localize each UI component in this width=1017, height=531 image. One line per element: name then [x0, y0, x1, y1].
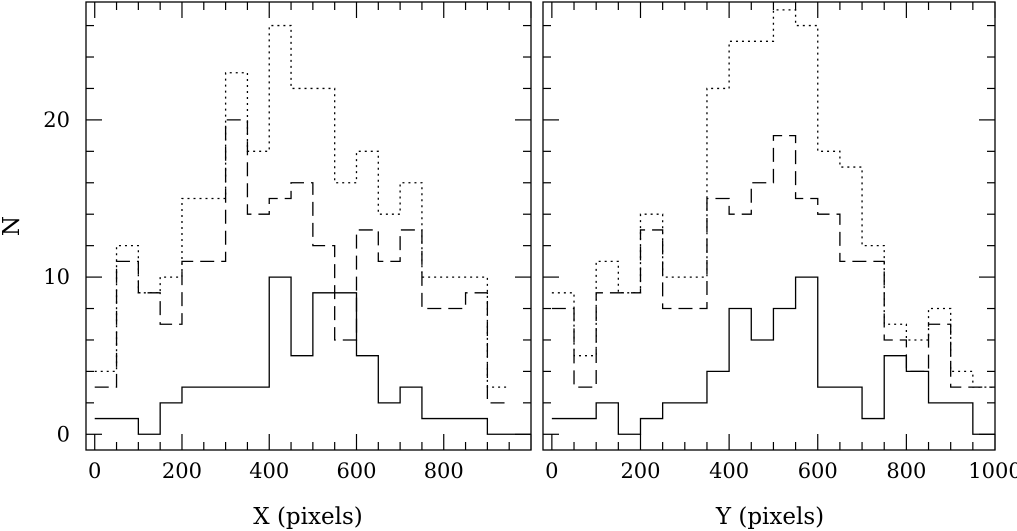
x-tick-label: 400	[249, 459, 289, 483]
histogram-solid-series	[94, 276, 531, 435]
x-tick-label: 200	[162, 459, 202, 483]
y-tick-label: 20	[43, 108, 70, 132]
histogram-dotted-series	[94, 24, 510, 388]
x-tick-label: 800	[424, 459, 464, 483]
series-group-x	[94, 24, 531, 435]
y-tick-labels: 0 10 20	[43, 108, 70, 446]
plot-frame-y	[542, 1, 996, 451]
x-tick-label: 400	[709, 459, 749, 483]
x-axis-title-x: X (pixels)	[253, 504, 362, 530]
x-tick-label: 800	[886, 459, 926, 483]
series-group-y	[551, 9, 995, 435]
histogram-dotted-series	[551, 9, 995, 388]
tick-marks-x	[86, 2, 532, 450]
x-tick-label: 0	[545, 459, 558, 483]
plot-frame-x	[85, 1, 532, 451]
histogram-dashed-series	[94, 119, 510, 404]
y-tick-label: 10	[43, 265, 70, 289]
x-tick-label: 200	[620, 459, 660, 483]
y-panel-x-tick-labels: 0 200 400 600 800 1000	[545, 459, 1017, 483]
histogram-dashed-series	[551, 134, 995, 388]
x-tick-label: 0	[88, 459, 101, 483]
panel-x-histogram: 0 200 400 600 800 0 10 20 X (pixels) N	[0, 1, 532, 530]
tick-marks-y	[543, 2, 996, 450]
panel-y-histogram: 0 200 400 600 800 1000 Y (pixels)	[542, 1, 1017, 530]
x-tick-label: 600	[336, 459, 376, 483]
x-axis-title-y: Y (pixels)	[715, 504, 824, 530]
histogram-solid-series	[551, 276, 995, 435]
y-axis-title: N	[0, 216, 25, 236]
x-tick-label: 600	[798, 459, 838, 483]
x-tick-labels: 0 200 400 600 800	[88, 459, 464, 483]
y-tick-label: 0	[57, 422, 70, 446]
x-tick-label: 1000	[968, 459, 1017, 483]
